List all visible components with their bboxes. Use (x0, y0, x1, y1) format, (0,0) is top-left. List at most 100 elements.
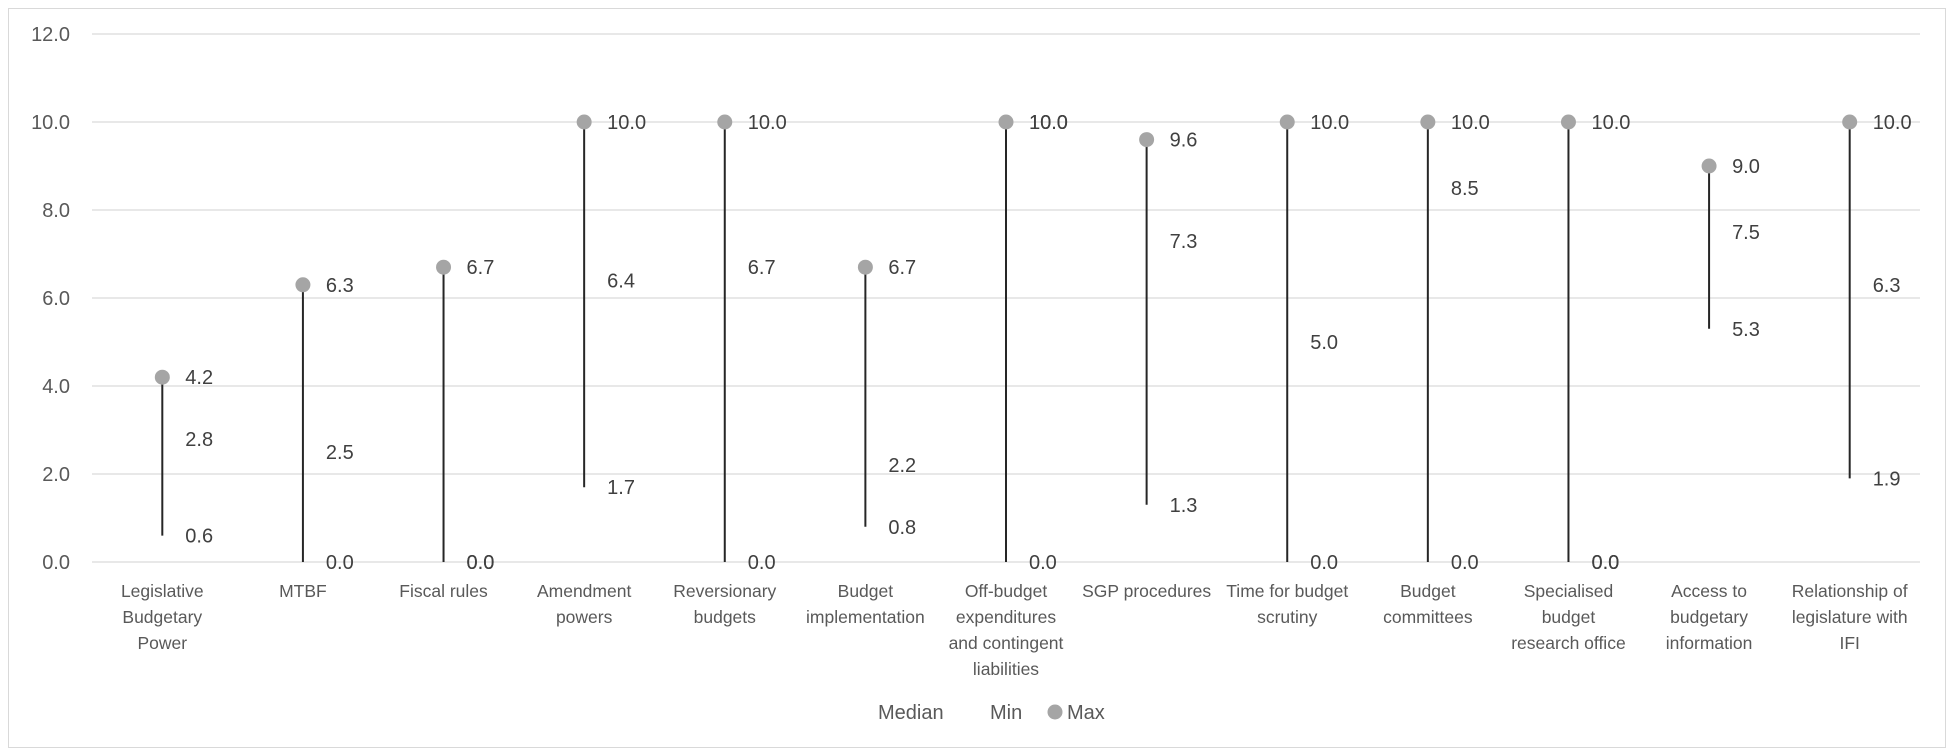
max-label: 6.3 (326, 275, 354, 297)
max-marker (1701, 158, 1717, 174)
max-label: 10.0 (1310, 112, 1349, 134)
max-label: 10.0 (607, 112, 646, 134)
x-tick-label: Specialised budget research office (1511, 581, 1625, 653)
max-label: 6.7 (888, 257, 916, 279)
min-label: 1.9 (1873, 468, 1901, 490)
x-tick-label-line: implementation (806, 607, 925, 627)
max-markers (154, 114, 1858, 385)
max-marker (857, 259, 873, 275)
x-tick-label-line: Relationship of (1792, 581, 1908, 601)
x-tick-label: MTBF (279, 581, 327, 601)
x-tick-label-line: Fiscal rules (399, 581, 488, 601)
max-marker (998, 114, 1014, 130)
min-label: 0.0 (467, 552, 495, 574)
max-label: 4.2 (185, 367, 213, 389)
x-tick-label-line: budgetary (1670, 607, 1748, 627)
y-tick-label: 0.0 (42, 552, 70, 574)
max-marker (1139, 132, 1155, 148)
min-label: 0.8 (888, 517, 916, 539)
range-lines (161, 122, 1851, 562)
x-tick-label-line: budget (1542, 607, 1596, 627)
y-axis: 0.0 2.0 4.0 6.0 8.0 10.0 12.0 (31, 24, 70, 574)
x-tick-label: Time for budget scrutiny (1226, 581, 1348, 627)
max-label: 10.0 (1029, 112, 1068, 134)
x-tick-label-line: Amendment (537, 581, 631, 601)
x-tick-label: Relationship of legislature with IFI (1792, 581, 1908, 653)
x-tick-label: Amendment powers (537, 581, 631, 627)
legend-entry: Median (878, 702, 944, 724)
max-marker (154, 369, 170, 385)
x-tick-label-line: research office (1511, 633, 1625, 653)
median-label: 6.4 (607, 270, 635, 292)
x-tick-label-line: liabilities (973, 659, 1039, 679)
y-tick-label: 10.0 (31, 112, 70, 134)
x-tick-label-line: Legislative (121, 581, 204, 601)
max-marker (1279, 114, 1295, 130)
x-tick-label-line: expenditures (956, 607, 1056, 627)
min-label: 1.7 (607, 477, 635, 499)
x-tick-label-line: SGP procedures (1082, 581, 1211, 601)
x-tick-label: Reversionary budgets (673, 581, 776, 627)
x-tick-label: Fiscal rules (399, 581, 488, 601)
x-tick-label-line: Power (138, 633, 188, 653)
max-marker (1420, 114, 1436, 130)
x-axis: Legislative Budgetary Power MTBF Fiscal rule… (121, 581, 1908, 679)
min-label: 0.0 (1029, 552, 1057, 574)
max-label: 9.0 (1732, 156, 1760, 178)
max-label: 10.0 (1451, 112, 1490, 134)
max-label: 9.6 (1170, 130, 1198, 152)
x-tick-label-line: legislature with (1792, 607, 1908, 627)
x-tick-label-line: IFI (1839, 633, 1859, 653)
min-label: 1.3 (1170, 495, 1198, 517)
median-label: 2.2 (888, 455, 916, 477)
median-label: 6.3 (1873, 275, 1901, 297)
median-label: 2.8 (185, 429, 213, 451)
x-tick-label-line: Budget (1400, 581, 1456, 601)
max-marker (295, 277, 311, 293)
max-marker (1842, 114, 1858, 130)
legend-entry: Min (990, 702, 1022, 724)
min-label: 0.0 (1310, 552, 1338, 574)
x-tick-label-line: Budget (838, 581, 894, 601)
chart-frame (8, 8, 1946, 748)
max-label: 6.7 (467, 257, 495, 279)
min-label: 0.6 (185, 526, 213, 548)
x-tick-label: Off-budget expenditures and contingent liab… (949, 581, 1064, 679)
min-label: 0.0 (326, 552, 354, 574)
max-marker (436, 259, 452, 275)
max-label: 10.0 (748, 112, 787, 134)
x-tick-label-line: Budgetary (122, 607, 202, 627)
x-tick-label-line: scrutiny (1257, 607, 1318, 627)
max-marker (1560, 114, 1576, 130)
x-tick-label-line: Access to (1671, 581, 1747, 601)
median-label: 0.0 (467, 552, 495, 574)
x-tick-label-line: MTBF (279, 581, 327, 601)
max-marker (717, 114, 733, 130)
max-label: 10.0 (1591, 112, 1630, 134)
y-tick-label: 6.0 (42, 288, 70, 310)
max-marker (576, 114, 592, 130)
legend-entry: Max (1067, 702, 1105, 724)
x-tick-label: Access to budgetary information (1666, 581, 1753, 653)
y-tick-label: 12.0 (31, 24, 70, 46)
median-label: 8.5 (1451, 178, 1479, 200)
min-label: 0.0 (1591, 552, 1619, 574)
x-tick-label-line: Reversionary (673, 581, 776, 601)
x-tick-label-line: powers (556, 607, 613, 627)
y-tick-label: 8.0 (42, 200, 70, 222)
median-label: 7.5 (1732, 222, 1760, 244)
legend-max-marker (1047, 704, 1063, 720)
x-tick-label: Legislative Budgetary Power (121, 581, 204, 653)
x-tick-label-line: and contingent (949, 633, 1064, 653)
min-label: 0.0 (1451, 552, 1479, 574)
data-labels: 4.2 2.8 0.6 6.3 2.5 0.0 6.7 0.0 0.0 10.0 6.4 1.7 10.… (185, 112, 1911, 574)
x-tick-label: Budget implementation (806, 581, 925, 627)
median-label: 0.0 (1591, 552, 1619, 574)
x-tick-label: SGP procedures (1082, 581, 1211, 601)
y-tick-label: 2.0 (42, 464, 70, 486)
median-label: 2.5 (326, 442, 354, 464)
x-tick-label: Budget committees (1383, 581, 1473, 627)
min-label: 0.0 (748, 552, 776, 574)
min-label: 5.3 (1732, 319, 1760, 341)
